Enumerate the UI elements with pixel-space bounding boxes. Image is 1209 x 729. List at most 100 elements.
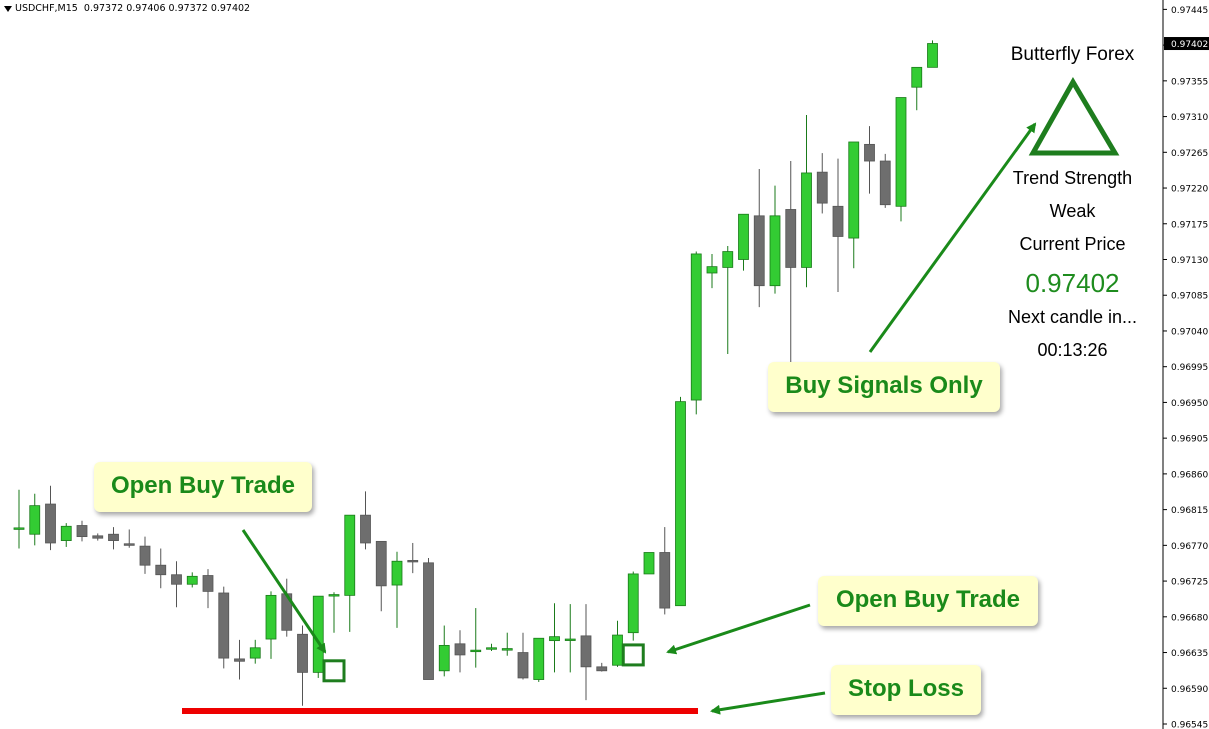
trend-strength-label: Trend Strength	[1012, 168, 1133, 188]
candle-body	[360, 514, 371, 544]
candle-body	[848, 141, 860, 239]
price-tick-label: 0.96635	[1171, 649, 1208, 659]
candle	[249, 639, 261, 664]
candle	[706, 253, 718, 289]
price-tick-label: 0.97355	[1171, 77, 1208, 87]
candle	[643, 552, 655, 575]
candle	[753, 168, 765, 308]
callout-open-buy-trade-2: Open Buy Trade	[818, 576, 1038, 626]
next-candle-countdown: 00:13:26	[1037, 340, 1108, 360]
candle-body	[690, 253, 702, 401]
candle	[580, 604, 592, 701]
candle-body	[879, 160, 891, 206]
candle	[360, 491, 371, 550]
current-price-value: 0.97402	[1025, 268, 1120, 298]
candle-body	[438, 644, 450, 672]
candle	[722, 246, 734, 354]
callout-stop-loss: Stop Loss	[831, 665, 981, 715]
candle	[769, 185, 781, 294]
dropdown-triangle-icon[interactable]	[4, 5, 12, 12]
candle-body	[911, 66, 923, 88]
candle-body	[533, 637, 545, 680]
price-tick-label: 0.97265	[1171, 149, 1208, 159]
candle-body	[549, 636, 560, 642]
candle	[596, 662, 608, 672]
candle-body	[627, 573, 639, 634]
candle-body	[785, 209, 797, 268]
candle	[738, 213, 749, 271]
candle-body	[816, 171, 828, 204]
candle-body	[202, 575, 214, 592]
candle-body	[171, 574, 182, 585]
callout-buy-signals-only: Buy Signals Only	[768, 362, 1000, 412]
candle-body	[249, 647, 261, 659]
price-tick-label: 0.97310	[1171, 113, 1208, 123]
candle	[454, 630, 466, 673]
candle	[375, 540, 387, 612]
candle-body	[344, 514, 356, 596]
candle	[911, 66, 923, 111]
chart-header: USDCHF,M15 0.97372 0.97406 0.97372 0.974…	[4, 3, 250, 14]
candle-body	[92, 535, 104, 539]
candle	[218, 586, 230, 669]
candle	[486, 643, 497, 651]
candle-body	[564, 638, 576, 641]
candle	[832, 158, 844, 293]
candle-body	[391, 560, 403, 586]
candle	[864, 126, 875, 194]
candle	[627, 571, 639, 641]
price-tick-label: 0.96860	[1171, 470, 1208, 480]
candle	[816, 153, 828, 214]
price-tick-label: 0.97175	[1171, 220, 1208, 230]
candle	[848, 141, 860, 269]
arrow-open-buy-1	[241, 529, 327, 654]
candle-body	[675, 401, 686, 607]
candle-body	[517, 652, 529, 679]
candle	[690, 251, 702, 415]
candle	[108, 527, 119, 550]
candle	[533, 637, 545, 682]
candle	[92, 533, 104, 541]
candle-body	[328, 594, 340, 597]
candle-body	[659, 552, 671, 609]
candle	[76, 520, 88, 542]
candle-body	[486, 647, 497, 650]
candle-body	[423, 562, 434, 680]
candle	[139, 536, 151, 574]
candle-body	[60, 525, 72, 541]
candle	[29, 493, 41, 546]
candle	[297, 625, 308, 706]
candle	[234, 639, 245, 680]
candle	[470, 608, 482, 668]
candle-body	[895, 97, 907, 207]
candle	[202, 569, 214, 609]
price-tick-label: 0.97085	[1171, 292, 1208, 302]
candle-body	[108, 533, 119, 541]
candle-body	[738, 213, 749, 260]
trend-strength-value: Weak	[1049, 201, 1096, 221]
arrow-stop-loss	[710, 691, 826, 715]
price-tick-label: 0.97130	[1171, 256, 1208, 266]
next-candle-label: Next candle in...	[1007, 307, 1138, 327]
price-tick-label: 0.96680	[1171, 613, 1208, 623]
price-tick-label: 0.97220	[1171, 185, 1208, 195]
candle-body	[596, 666, 608, 672]
candle-body	[234, 658, 245, 662]
candle-body	[643, 552, 655, 575]
candle-body	[722, 251, 734, 268]
candle-body	[297, 633, 308, 673]
price-tick-label: 0.97445	[1171, 6, 1208, 16]
candle	[438, 625, 450, 677]
arrow-open-buy-2	[666, 603, 811, 655]
price-tick-label: 0.96590	[1171, 685, 1208, 695]
candle	[155, 548, 167, 589]
price-tick-label: 0.96950	[1171, 399, 1208, 409]
candle	[13, 489, 25, 549]
buy-entry-marker	[322, 659, 346, 683]
price-tick-label: 0.96995	[1171, 363, 1208, 373]
ohlc-values: 0.97372 0.97406 0.97372 0.97402	[83, 3, 251, 14]
candle-body	[769, 215, 781, 287]
entry-markers-layer	[322, 643, 645, 683]
